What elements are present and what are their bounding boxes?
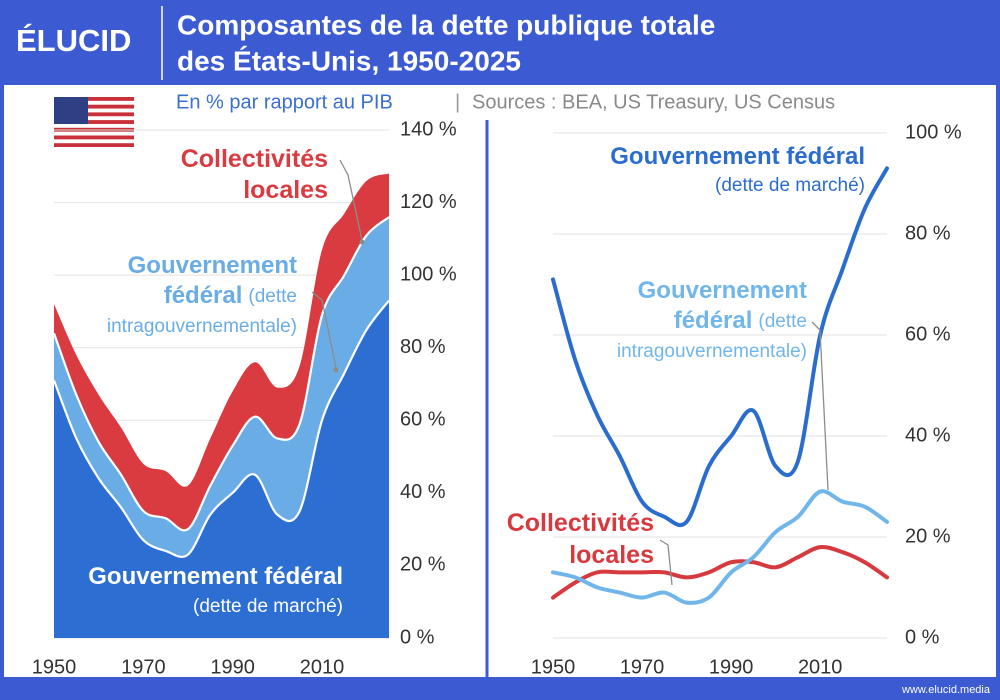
x-tick-label: 1990 <box>210 656 255 678</box>
series-label: Collectivités locales <box>181 145 328 204</box>
y-tick-label: 80 % <box>400 336 446 358</box>
leader-line <box>811 321 829 491</box>
series-label: Collectivités locales <box>507 509 654 569</box>
y-tick-label: 140 % <box>400 118 457 140</box>
y-tick-label: 100 % <box>905 121 962 143</box>
x-tick-label: 2010 <box>798 656 843 678</box>
website: www.elucid.media <box>901 684 991 696</box>
x-tick-label: 2010 <box>300 656 345 678</box>
title-line: Composantes de la dette publique totale <box>177 9 715 40</box>
series-line <box>551 544 889 600</box>
y-tick-label: 40 % <box>400 481 446 503</box>
x-tick-label: 1970 <box>620 656 665 678</box>
series-label: Gouvernement fédéral <box>638 277 807 334</box>
series-detail: (dette intragouvernementale) <box>102 286 297 337</box>
separator: | <box>455 91 460 113</box>
leader-line <box>311 291 337 369</box>
series-label: Gouvernement fédéral <box>610 143 865 170</box>
y-tick-label: 100 % <box>400 263 457 285</box>
series-detail: (dette intragouvernementale) <box>612 311 807 362</box>
series-line <box>551 489 889 605</box>
y-tick-label: 20 % <box>400 554 446 576</box>
y-tick-label: 120 % <box>400 191 457 213</box>
y-tick-label: 40 % <box>905 424 951 446</box>
series-detail: (dette de marché) <box>193 596 343 617</box>
y-tick-label: 0 % <box>905 626 940 648</box>
area <box>54 300 389 638</box>
leader-line <box>659 539 673 586</box>
y-tick-label: 80 % <box>905 222 951 244</box>
x-tick-label: 1970 <box>121 656 166 678</box>
y-tick-label: 20 % <box>905 525 951 547</box>
subtitle: En % par rapport au PIB <box>176 91 393 113</box>
y-tick-label: 0 % <box>400 626 435 648</box>
leader-dot <box>359 239 365 245</box>
title-line: des États-Unis, 1950-2025 <box>177 45 521 76</box>
us-flag <box>54 97 134 147</box>
y-tick-label: 60 % <box>400 409 446 431</box>
leader-line <box>339 159 363 241</box>
series-detail: (dette de marché) <box>715 175 865 196</box>
x-tick-label: 1990 <box>709 656 754 678</box>
series-line <box>551 166 889 528</box>
area-boundary <box>52 216 390 532</box>
x-tick-label: 1950 <box>32 656 77 678</box>
area <box>54 217 389 557</box>
area-boundary <box>52 299 390 558</box>
source: Sources : BEA, US Treasury, US Census <box>472 91 835 113</box>
series-label: Gouvernement fédéral <box>88 563 343 590</box>
y-tick-label: 60 % <box>905 323 951 345</box>
logo: ÉLUCID <box>16 23 131 58</box>
leader-lines <box>311 159 829 586</box>
leader-dot <box>333 367 339 373</box>
x-tick-label: 1950 <box>531 656 576 678</box>
series-label: Gouvernement fédéral <box>128 252 297 309</box>
leader-dots <box>333 239 365 373</box>
